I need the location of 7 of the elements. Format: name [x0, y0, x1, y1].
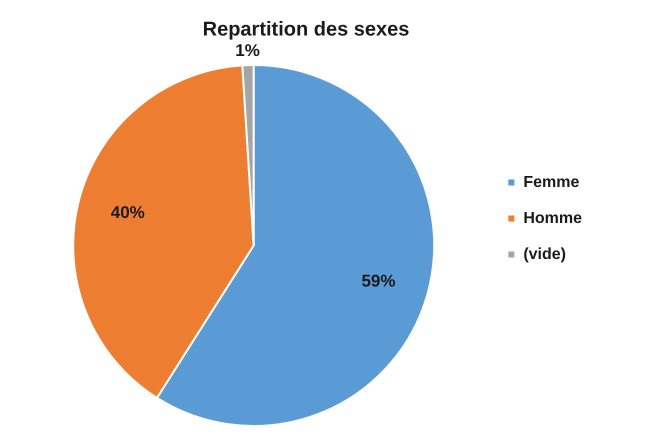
legend-label: Femme [523, 174, 580, 191]
data-label: 40% [110, 202, 145, 222]
data-label: 1% [235, 40, 260, 60]
legend-label: (vide) [523, 246, 566, 263]
legend-label: Homme [523, 210, 582, 227]
chart-title: Repartition des sexes [202, 18, 410, 41]
data-label: 59% [361, 271, 396, 290]
